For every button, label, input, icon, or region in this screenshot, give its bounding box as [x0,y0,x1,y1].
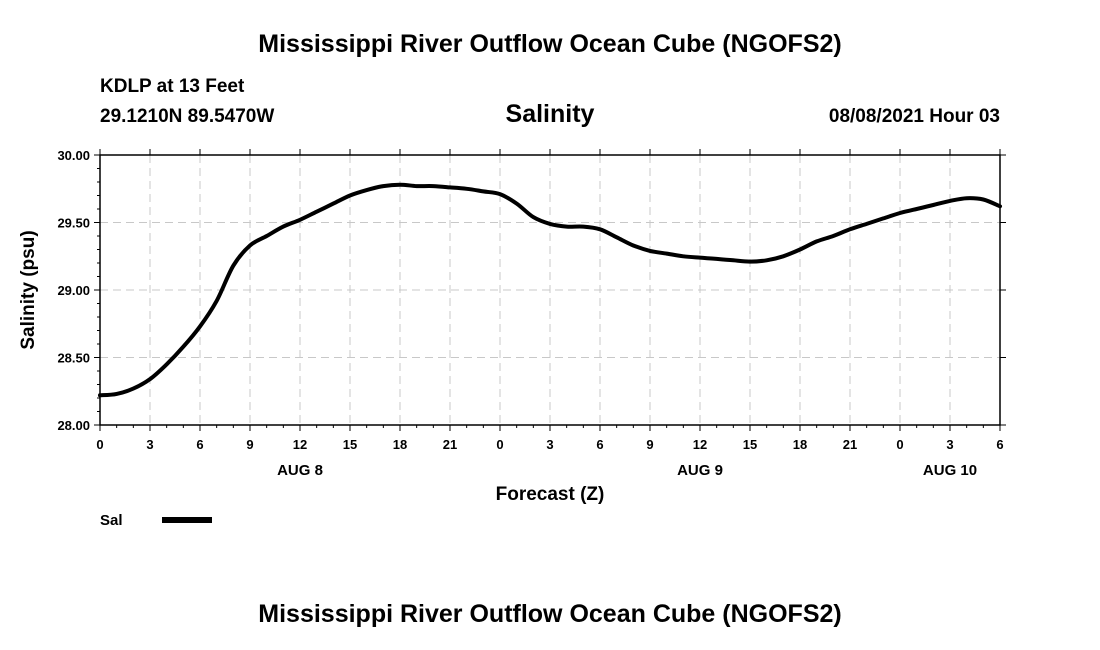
x-tick-label: 3 [946,437,953,452]
series-line-sal [98,182,1002,398]
x-tick-label: 9 [246,437,253,452]
x-tick-label: 3 [146,437,153,452]
y-tick-label: 28.50 [57,351,90,366]
variable-title: Salinity [505,100,595,128]
x-tick-label: 21 [443,437,457,452]
x-tick-label: 12 [693,437,707,452]
station-label: KDLP at 13 Feet [100,76,245,97]
x-tick-label: 18 [393,437,407,452]
footer-title: Mississippi River Outflow Ocean Cube (NG… [258,600,842,628]
x-tick-label: 9 [646,437,653,452]
x-tick-label: 21 [843,437,857,452]
x-axis-tick-labels: 0 3 6 9 12 15 18 21 0 3 6 9 12 15 18 21 0 3 6 [96,437,1003,452]
x-tick-label: 3 [546,437,553,452]
x-tick-label: 15 [743,437,757,452]
x-tick-label: 0 [496,437,503,452]
x-tick-label: 0 [896,437,903,452]
x-tick-label: 12 [293,437,307,452]
chart-grid [100,155,1000,425]
y-axis-label: Salinity (psu) [18,230,39,349]
date-label: AUG 8 [277,462,323,479]
main-title: Mississippi River Outflow Ocean Cube (NG… [258,30,842,58]
date-label: AUG 10 [923,462,977,479]
x-tick-label: 6 [996,437,1003,452]
coordinates-label: 29.1210N 89.5470W [100,106,275,127]
y-tick-label: 29.50 [57,216,90,231]
date-labels: AUG 8 AUG 9 AUG 10 [277,462,977,479]
x-tick-label: 15 [343,437,357,452]
axis-ticks [94,149,1006,431]
x-tick-label: 6 [596,437,603,452]
y-axis-tick-labels: 28.00 28.50 29.00 29.50 30.00 [57,148,90,433]
x-tick-label: 6 [196,437,203,452]
forecast-datetime: 08/08/2021 Hour 03 [828,106,1000,127]
x-tick-label: 0 [96,437,103,452]
x-tick-label: 18 [793,437,807,452]
x-axis-label: Forecast (Z) [496,484,605,505]
legend-entry-label: Sal [100,512,123,529]
y-tick-label: 28.00 [57,418,90,433]
date-label: AUG 9 [677,462,723,479]
y-tick-label: 29.00 [57,283,90,298]
y-tick-label: 30.00 [57,148,90,163]
